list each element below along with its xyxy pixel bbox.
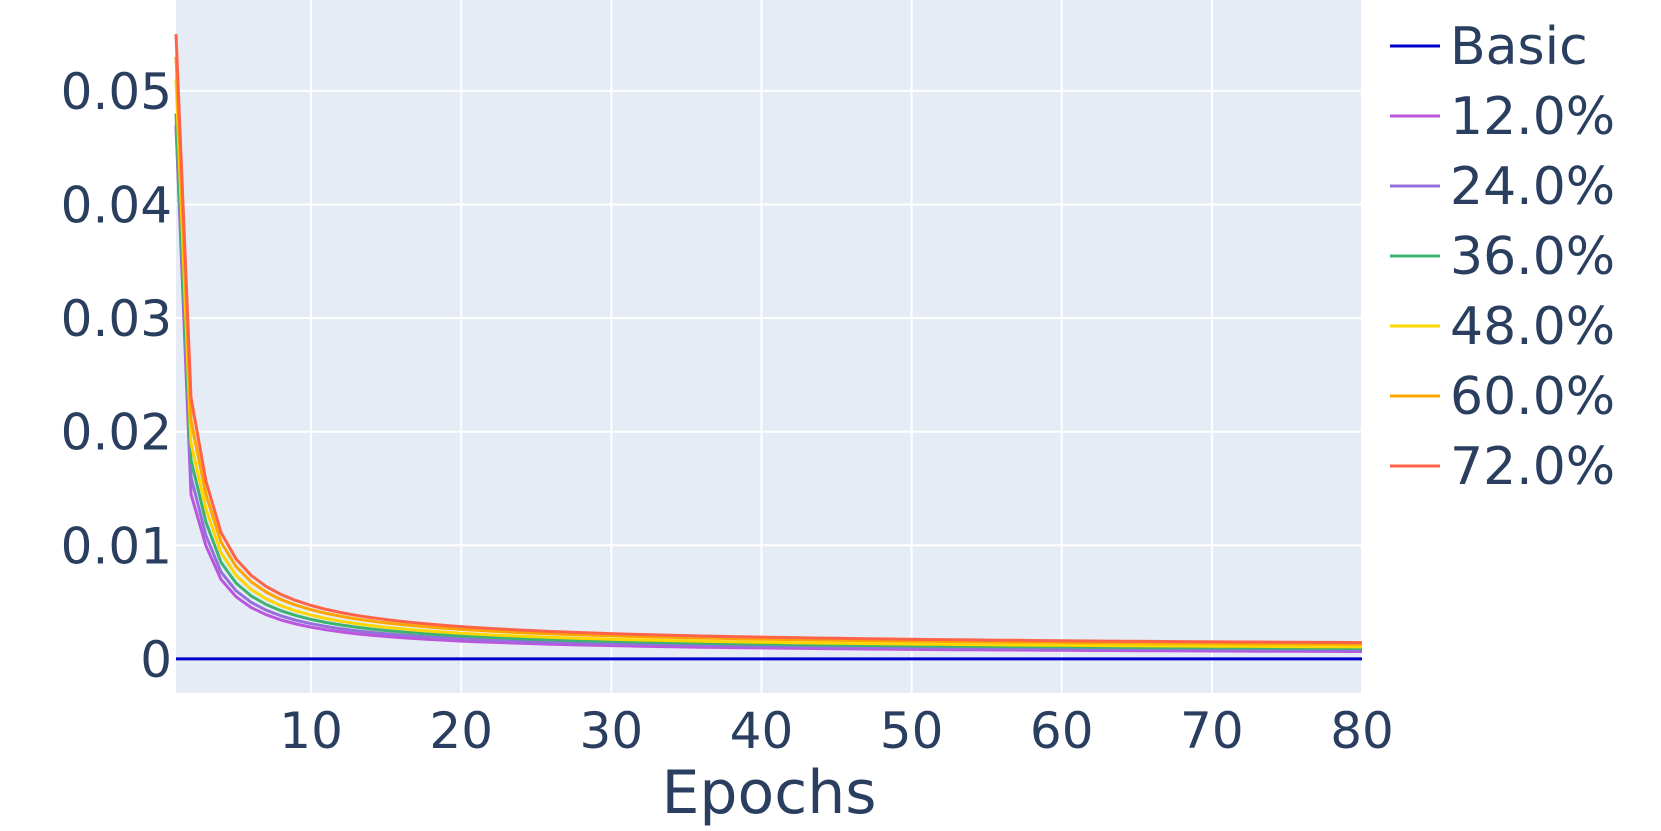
grid: [176, 0, 1363, 693]
series-line-48-0: [174, 79, 1363, 649]
y-tick-labels: 0 0.01 0.02 0.03 0.04 0.05: [61, 63, 172, 689]
x-tick-label-70: 70: [1180, 702, 1244, 760]
y-tick-label-0.05: 0.05: [61, 63, 172, 121]
y-tick-label-0.02: 0.02: [61, 404, 172, 462]
x-tick-label-30: 30: [580, 702, 644, 760]
legend-label-basic[interactable]: Basic: [1450, 17, 1588, 77]
legend-label-60-0[interactable]: 60.0%: [1450, 367, 1615, 427]
x-axis-title: Epochs: [662, 758, 877, 828]
x-tick-label-80: 80: [1330, 702, 1394, 760]
series-line-72-0: [174, 34, 1363, 645]
legend: Basic 12.0% 24.0% 36.0% 48.0% 60.0% 72.0%: [1390, 17, 1615, 497]
y-tick-label-0.01: 0.01: [61, 517, 172, 575]
x-tick-label-60: 60: [1030, 702, 1094, 760]
x-tick-label-40: 40: [730, 702, 794, 760]
series-line-36-0: [174, 113, 1363, 650]
legend-label-12-0[interactable]: 12.0%: [1450, 87, 1615, 147]
y-tick-label-0.03: 0.03: [61, 290, 172, 348]
series-line-60-0: [174, 56, 1363, 646]
legend-label-72-0[interactable]: 72.0%: [1450, 437, 1615, 497]
x-tick-labels: 10 20 30 40 50 60 70 80: [279, 702, 1394, 760]
x-tick-label-10: 10: [279, 702, 343, 760]
legend-label-36-0[interactable]: 36.0%: [1450, 227, 1615, 287]
legend-label-48-0[interactable]: 48.0%: [1450, 297, 1615, 357]
y-tick-label-0.04: 0.04: [61, 176, 172, 234]
plot-background: [176, 0, 1362, 693]
legend-label-24-0[interactable]: 24.0%: [1450, 157, 1615, 217]
x-tick-label-50: 50: [880, 702, 944, 760]
series-line-24-0: [174, 124, 1362, 652]
series-lines: [174, 34, 1363, 661]
y-tick-label-0: 0: [140, 631, 172, 689]
x-tick-label-20: 20: [429, 702, 493, 760]
